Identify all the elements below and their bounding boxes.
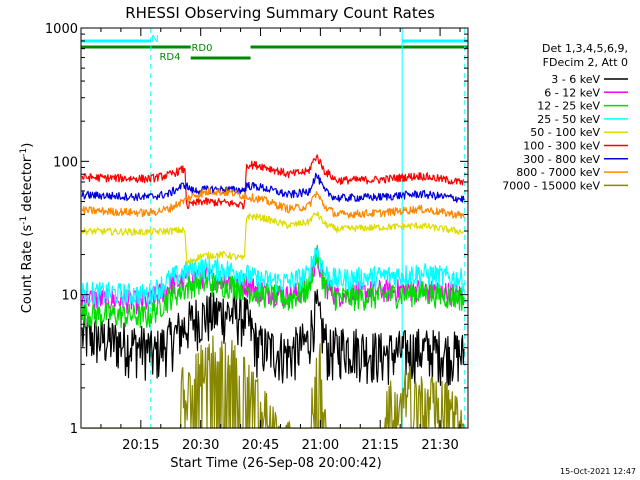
series-line-25-50-kev xyxy=(81,247,465,307)
y-axis-label-part3: ) xyxy=(20,143,35,148)
legend-header-line: FDecim 2, Att 0 xyxy=(543,56,628,69)
legend-entry-label: 800 - 7000 keV xyxy=(516,166,600,179)
x-axis-label: Start Time (26-Sep-08 20:00:42) xyxy=(170,456,381,471)
legend-entry-label: 50 - 100 keV xyxy=(530,126,600,139)
series-line-100-300-kev xyxy=(81,154,465,210)
x-tick-label: 21:30 xyxy=(421,438,458,453)
plot-frame xyxy=(80,27,469,429)
y-axis-label-sup2: -1 xyxy=(19,148,29,157)
x-axis-ticks: 20:15 20:30 20:45 21:00 21:15 21:30 xyxy=(80,28,461,453)
legend-entry-label: 12 - 25 keV xyxy=(537,100,600,113)
flag-label-n: N xyxy=(151,34,158,45)
y-axis-label: Count Rate (s-1 detector-1) xyxy=(19,143,35,314)
y-axis-ticks: 1 10 100 1000 xyxy=(45,22,468,437)
legend-entry-label: 7000 - 15000 keV xyxy=(502,179,600,192)
legend-entry-label: 300 - 800 keV xyxy=(523,153,600,166)
flag-label-rd4: RD4 xyxy=(159,52,180,63)
flag-label-rd0: RD0 xyxy=(191,43,212,54)
x-tick-label: 21:00 xyxy=(302,438,339,453)
x-tick-label: 20:45 xyxy=(242,438,279,453)
series-line-12-25-kev xyxy=(81,244,465,329)
y-axis-label-sup1: -1 xyxy=(19,216,29,225)
flag-bars: N RD0 RD4 xyxy=(81,34,468,63)
render-timestamp: 15-Oct-2021 12:47 xyxy=(560,467,636,476)
legend-entry-label: 100 - 300 keV xyxy=(523,140,600,153)
x-tick-label: 20:15 xyxy=(122,438,159,453)
legend-entry-label: 6 - 12 keV xyxy=(544,86,600,99)
y-tick-label: 10 xyxy=(61,289,78,304)
y-tick-label: 1 xyxy=(70,422,78,437)
legend-entry-label: 3 - 6 keV xyxy=(551,73,600,86)
y-axis-label-part2: detector xyxy=(20,156,35,216)
y-tick-label: 100 xyxy=(53,155,78,170)
legend-header-line: Det 1,3,4,5,6,9, xyxy=(542,42,628,55)
chart-title: RHESSI Observing Summary Count Rates xyxy=(125,4,435,22)
series-line-800-7000-kev xyxy=(81,187,465,219)
series-line-300-800-kev xyxy=(81,172,465,203)
legend-entry-label: 25 - 50 keV xyxy=(537,113,600,126)
x-tick-label: 20:30 xyxy=(182,438,219,453)
y-axis-label-part1: Count Rate (s xyxy=(20,225,35,314)
series-line-3-6-kev xyxy=(81,289,465,387)
legend: Det 1,3,4,5,6,9,FDecim 2, Att 0 3 - 6 keV… xyxy=(502,42,628,192)
x-tick-label: 21:15 xyxy=(361,438,398,453)
y-tick-label: 1000 xyxy=(45,22,78,37)
series-line-50-100-kev xyxy=(81,211,465,266)
